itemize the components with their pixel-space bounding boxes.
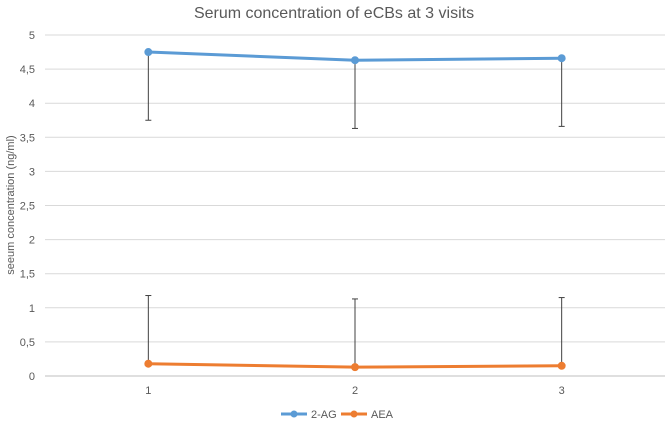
y-tick-label: 1: [29, 303, 35, 315]
y-tick-label: 0: [29, 371, 35, 383]
2-ag-data-point: [144, 48, 153, 57]
aea-data-point: [144, 359, 153, 368]
2-ag-data-point: [351, 56, 359, 65]
y-tick-label: 4: [29, 98, 35, 110]
x-tick-labels: 1 2 3: [145, 385, 564, 397]
2-ag-data-point: [557, 54, 566, 63]
legend-swatch-marker: [350, 410, 358, 418]
y-axis-title: seeum concentration (ng/ml): [5, 135, 17, 274]
y-tick-label: 3,5: [20, 132, 35, 144]
y-tick-label: 5: [29, 30, 35, 42]
y-tick-labels: 0 0,5 1 1,5 2 2,5 3 3,5 4 4,5 5: [20, 30, 35, 383]
aea-data-point: [557, 361, 566, 370]
y-tick-label: 0,5: [20, 337, 35, 349]
x-tick-label: 2: [352, 385, 358, 397]
legend[interactable]: 2-AG AEA: [281, 409, 394, 421]
y-tick-label: 2,5: [20, 201, 35, 213]
y-tick-label: 4,5: [20, 64, 35, 76]
series-layer: [144, 48, 566, 372]
legend-item-2-ag[interactable]: 2-AG: [281, 409, 337, 421]
legend-label: AEA: [371, 409, 394, 421]
legend-label: 2-AG: [311, 409, 337, 421]
y-tick-label: 1,5: [20, 269, 35, 281]
x-tick-label: 3: [559, 385, 565, 397]
error-bars: [145, 52, 565, 368]
x-tick-label: 1: [145, 385, 151, 397]
chart-title: Serum concentration of eCBs at 3 visits: [194, 5, 474, 22]
legend-swatch-marker: [290, 410, 298, 418]
y-tick-label: 3: [29, 166, 35, 178]
y-tick-label: 2: [29, 235, 35, 247]
legend-item-aea[interactable]: AEA: [341, 409, 394, 421]
aea-data-point: [351, 363, 359, 372]
